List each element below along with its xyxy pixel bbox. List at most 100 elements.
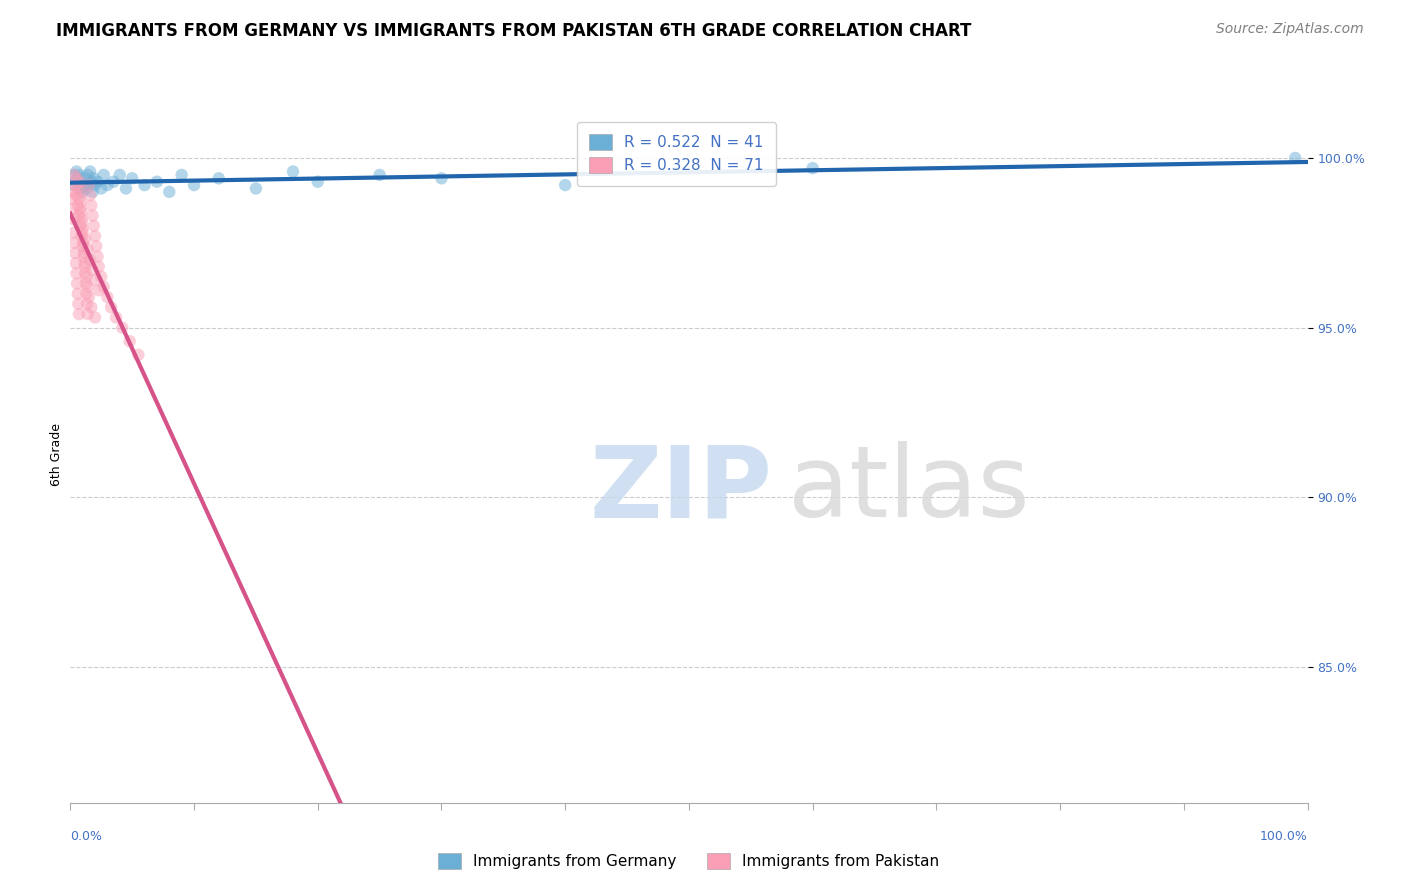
Point: [66, 181, 89, 195]
Point: [63, 168, 86, 182]
Point: [93, 168, 115, 182]
Point: [77, 290, 100, 304]
Point: [76, 297, 98, 311]
Point: [69, 181, 91, 195]
Point: [75, 269, 97, 284]
Point: [75, 266, 97, 280]
Point: [82, 185, 104, 199]
Point: [76, 243, 98, 257]
Point: [73, 178, 96, 193]
Point: [67, 307, 90, 321]
Y-axis label: 6th Grade: 6th Grade: [51, 424, 63, 486]
Point: [368, 168, 391, 182]
Point: [83, 171, 105, 186]
Point: [73, 246, 96, 260]
Point: [75, 232, 97, 246]
Point: [65, 256, 87, 270]
Point: [103, 175, 125, 189]
Point: [80, 175, 103, 189]
Point: [62, 202, 84, 216]
Point: [67, 297, 90, 311]
Point: [76, 307, 98, 321]
Point: [77, 178, 100, 193]
Point: [70, 175, 93, 189]
Point: [75, 181, 97, 195]
Point: [67, 192, 90, 206]
Point: [208, 171, 231, 186]
Point: [60, 192, 83, 206]
Point: [75, 286, 97, 301]
Point: [75, 260, 97, 274]
Point: [157, 185, 180, 199]
Point: [105, 310, 128, 325]
Point: [134, 178, 156, 193]
Point: [77, 178, 100, 193]
Point: [118, 334, 141, 349]
Point: [801, 161, 824, 175]
Point: [69, 219, 91, 233]
Point: [83, 219, 105, 233]
Point: [73, 256, 96, 270]
Point: [76, 168, 98, 182]
Point: [70, 215, 93, 229]
Point: [72, 222, 94, 236]
Point: [82, 209, 104, 223]
Point: [108, 168, 131, 182]
Point: [245, 181, 267, 195]
Point: [65, 164, 87, 178]
Point: [70, 229, 93, 244]
Point: [84, 273, 107, 287]
Point: [67, 168, 90, 182]
Point: [73, 249, 96, 263]
Point: [69, 185, 91, 199]
Point: [111, 320, 134, 334]
Point: [65, 188, 87, 202]
Point: [72, 235, 94, 250]
Point: [75, 277, 97, 291]
Point: [80, 300, 103, 314]
Point: [121, 171, 143, 186]
Text: Source: ZipAtlas.com: Source: ZipAtlas.com: [1216, 22, 1364, 37]
Legend: R = 0.522  N = 41, R = 0.328  N = 71: R = 0.522 N = 41, R = 0.328 N = 71: [576, 121, 776, 186]
Point: [65, 171, 87, 186]
Point: [100, 300, 122, 314]
Text: 100.0%: 100.0%: [1260, 830, 1308, 843]
Point: [82, 263, 104, 277]
Point: [307, 175, 329, 189]
Point: [183, 178, 205, 193]
Point: [430, 171, 453, 186]
Point: [66, 198, 89, 212]
Point: [281, 164, 304, 178]
Point: [69, 175, 91, 189]
Point: [90, 269, 112, 284]
Legend: Immigrants from Germany, Immigrants from Pakistan: Immigrants from Germany, Immigrants from…: [432, 847, 946, 875]
Point: [69, 202, 91, 216]
Point: [90, 181, 112, 195]
Point: [62, 178, 84, 193]
Point: [63, 235, 86, 250]
Point: [1284, 151, 1306, 165]
Point: [115, 181, 138, 195]
Point: [72, 239, 94, 253]
Point: [65, 246, 87, 260]
Point: [84, 310, 107, 325]
Point: [84, 239, 107, 253]
Point: [63, 226, 86, 240]
Point: [62, 212, 84, 227]
Point: [96, 290, 118, 304]
Point: [170, 168, 193, 182]
Point: [60, 185, 83, 199]
Text: ZIP: ZIP: [591, 442, 773, 538]
Point: [79, 164, 101, 178]
Point: [79, 188, 101, 202]
Point: [76, 280, 98, 294]
Point: [67, 209, 90, 223]
Point: [75, 171, 97, 186]
Point: [554, 178, 576, 193]
Point: [63, 168, 86, 182]
Point: [93, 280, 115, 294]
Point: [79, 252, 101, 267]
Point: [70, 212, 93, 227]
Point: [86, 249, 108, 263]
Point: [69, 195, 91, 210]
